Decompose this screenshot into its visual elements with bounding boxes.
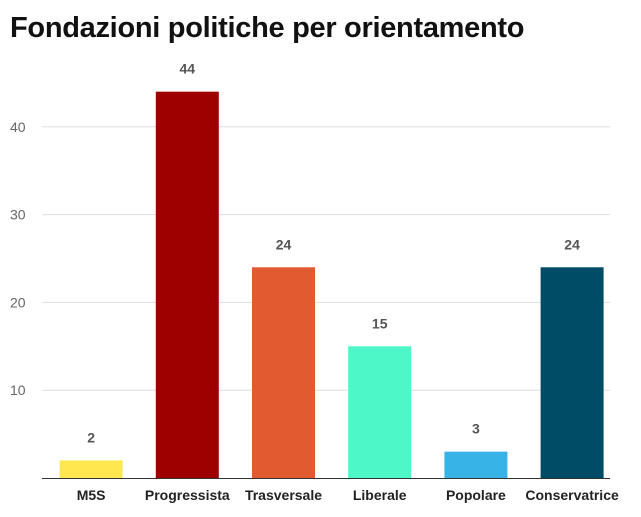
y-tick-label: 40 — [10, 119, 26, 135]
category-labels: M5S Progressista Trasversale Liberale Popola… — [77, 487, 619, 503]
category-label: Liberale — [353, 487, 407, 503]
data-label: 15 — [372, 315, 388, 331]
category-label: Progressista — [145, 487, 230, 503]
category-label: Trasversale — [245, 487, 322, 503]
bar-progressista — [155, 91, 219, 479]
category-label: M5S — [77, 487, 106, 503]
y-axis-ticks: 10 20 30 40 — [10, 119, 26, 398]
data-label: 24 — [564, 236, 580, 252]
data-label: 3 — [472, 421, 480, 437]
chart-title: Fondazioni politiche per orientamento — [10, 12, 525, 44]
y-tick-label: 10 — [10, 382, 26, 398]
category-label: Conservatrice — [525, 487, 619, 503]
grid-lines — [42, 126, 610, 391]
bars — [59, 91, 604, 479]
y-tick-label: 20 — [10, 294, 26, 310]
bar-liberale — [348, 346, 412, 478]
data-labels: 2 44 24 15 3 24 — [87, 61, 580, 446]
data-label: 2 — [87, 429, 95, 445]
bar-conservatrice — [540, 267, 604, 478]
data-label: 24 — [276, 236, 292, 252]
y-tick-label: 30 — [10, 207, 26, 223]
bar-trasversale — [252, 267, 315, 478]
category-label: Popolare — [446, 487, 506, 503]
bar-popolare — [444, 451, 508, 478]
data-label: 44 — [180, 61, 196, 77]
bar-m5s — [59, 460, 123, 478]
